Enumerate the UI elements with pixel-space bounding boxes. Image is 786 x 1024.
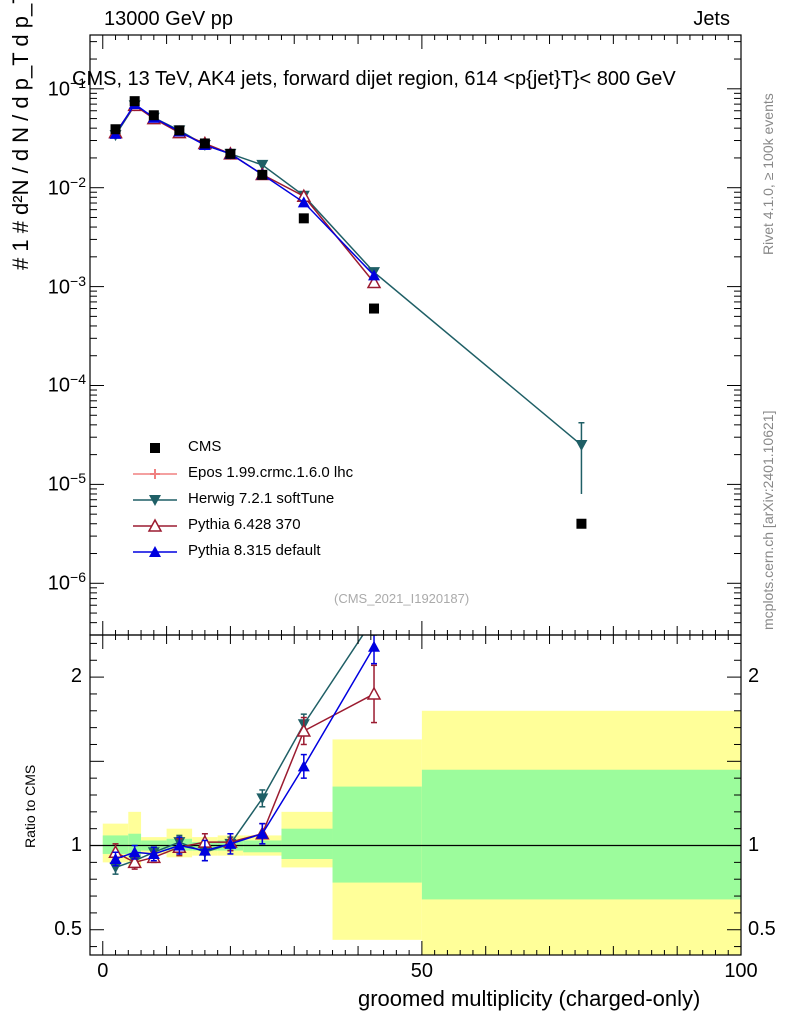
ratio-series-group	[108, 613, 382, 875]
y-main-tick-base-5: 10	[47, 572, 71, 595]
cms-main-point-9	[576, 518, 587, 529]
legend-marker-epos	[150, 469, 160, 479]
pythia6-ratio-point-8	[366, 686, 382, 700]
cms-main-point-2	[148, 110, 159, 121]
y-main-tick-label-2: 10−3	[48, 273, 86, 300]
pythia8-ratio-point-1	[128, 846, 141, 858]
axis-ticks	[90, 35, 742, 955]
main-y-axis-label: # 1 # d²N / d N / d p_T d p_T dλ	[8, 0, 33, 270]
rivet-version-label: Rivet 4.1.0, ≥ 100k events	[760, 93, 776, 255]
plot-title: CMS, 13 TeV, AK4 jets, forward dijet reg…	[72, 68, 676, 90]
y-ratio-tick-label-left-0.5: 0.5	[54, 917, 82, 940]
legend-label-herwig: Herwig 7.2.1 softTune	[188, 490, 335, 507]
herwig-ratio-point-6	[256, 793, 269, 805]
herwig-main-point-9	[575, 440, 588, 452]
x-tick-label-50: 50	[410, 960, 433, 982]
x-tick-label-100: 100	[724, 960, 758, 982]
main-series-group	[108, 96, 588, 529]
y-main-tick-base-1: 10	[47, 177, 71, 200]
cms-main-point-6	[257, 169, 268, 180]
legend-marker-pythia8	[149, 546, 161, 557]
y-main-tick-exp-1: −2	[70, 173, 86, 190]
y-ratio-tick-label-left-1: 1	[70, 833, 82, 856]
legend-label-pythia6: Pythia 6.428 370	[188, 516, 301, 533]
y-main-tick-exp-5: −6	[70, 569, 86, 586]
legend-label-pythia8: Pythia 8.315 default	[188, 542, 321, 559]
analysis-id-label: (CMS_2021_I1920187)	[334, 591, 470, 606]
legend-marker-cms	[150, 443, 160, 453]
y-main-tick-exp-2: −3	[70, 272, 86, 289]
cms-main-point-1	[129, 96, 140, 107]
y-ratio-tick-label-right-0.5: 0.5	[748, 917, 776, 940]
band-inner-9	[421, 769, 741, 900]
y-main-tick-label-3: 10−4	[48, 371, 86, 398]
herwig-ratio-point-8	[368, 613, 380, 624]
y-ratio-tick-label-left-2: 2	[70, 665, 82, 688]
pythia6-ratio-point-1	[127, 854, 142, 869]
mcplots-label: mcplots.cern.ch [arXiv:2401.10621]	[760, 410, 776, 630]
pythia8-ratio-point-5	[224, 837, 237, 849]
x-axis-label: groomed multiplicity (charged-only)	[358, 986, 701, 1011]
cms-main-point-5	[225, 148, 236, 159]
legend-marker-pythia6	[147, 518, 163, 532]
y-main-tick-exp-0: −1	[70, 74, 86, 91]
y-main-tick-label-4: 10−5	[48, 470, 86, 497]
x-tick-label-0: 0	[97, 960, 109, 982]
y-main-tick-exp-4: −5	[70, 470, 86, 487]
herwig-main-line	[114, 104, 582, 446]
pythia8-ratio-point-0	[109, 853, 122, 864]
legend	[133, 443, 177, 557]
cms-main-point-8	[369, 303, 380, 314]
header-energy-label: 13000 GeV pp	[104, 8, 233, 30]
legend-label-epos: Epos 1.99.crmc.1.6.0 lhc	[188, 464, 354, 481]
pythia8-ratio-point-4	[198, 844, 211, 856]
herwig-main-point-6	[256, 159, 269, 171]
pythia8-ratio-point-7	[297, 760, 310, 772]
y-main-tick-label-1: 10−2	[48, 174, 86, 201]
y-main-tick-base-3: 10	[47, 375, 71, 398]
pythia8-ratio-point-8	[368, 640, 381, 652]
y-main-tick-base-0: 10	[47, 78, 71, 101]
pythia6-ratio-point-7	[296, 723, 312, 737]
y-main-tick-label-0: 10−1	[48, 75, 86, 102]
band-inner-8	[332, 786, 422, 883]
cms-main-point-0	[110, 124, 121, 135]
band-inner-7	[281, 828, 333, 859]
y-ratio-tick-label-right-2: 2	[748, 665, 760, 688]
pythia8-main-point-8	[368, 269, 381, 281]
pythia8-main-line	[114, 103, 375, 276]
band-inner-6	[243, 840, 282, 853]
y-main-tick-base-4: 10	[47, 474, 71, 497]
cms-main-point-3	[174, 125, 185, 136]
pythia8-main-point-7	[297, 196, 310, 208]
pythia6-main-line	[114, 104, 375, 283]
pythia6-main-point-8	[366, 274, 382, 289]
legend-label-cms: CMS	[188, 438, 222, 455]
header-category-label: Jets	[693, 8, 730, 30]
pythia8-ratio-point-2	[147, 847, 160, 859]
y-main-tick-base-2: 10	[47, 276, 71, 299]
y-main-tick-label-5: 10−6	[48, 569, 86, 596]
y-ratio-tick-label-right-1: 1	[748, 833, 760, 856]
uncertainty-bands	[102, 710, 741, 955]
cms-main-point-4	[199, 138, 210, 149]
pythia8-ratio-point-3	[173, 839, 186, 851]
y-main-tick-exp-3: −4	[70, 371, 86, 388]
legend-marker-herwig	[149, 495, 161, 506]
pythia8-ratio-point-6	[256, 827, 269, 839]
cms-main-point-7	[298, 213, 309, 224]
ratio-y-axis-label: Ratio to CMS	[22, 764, 38, 848]
